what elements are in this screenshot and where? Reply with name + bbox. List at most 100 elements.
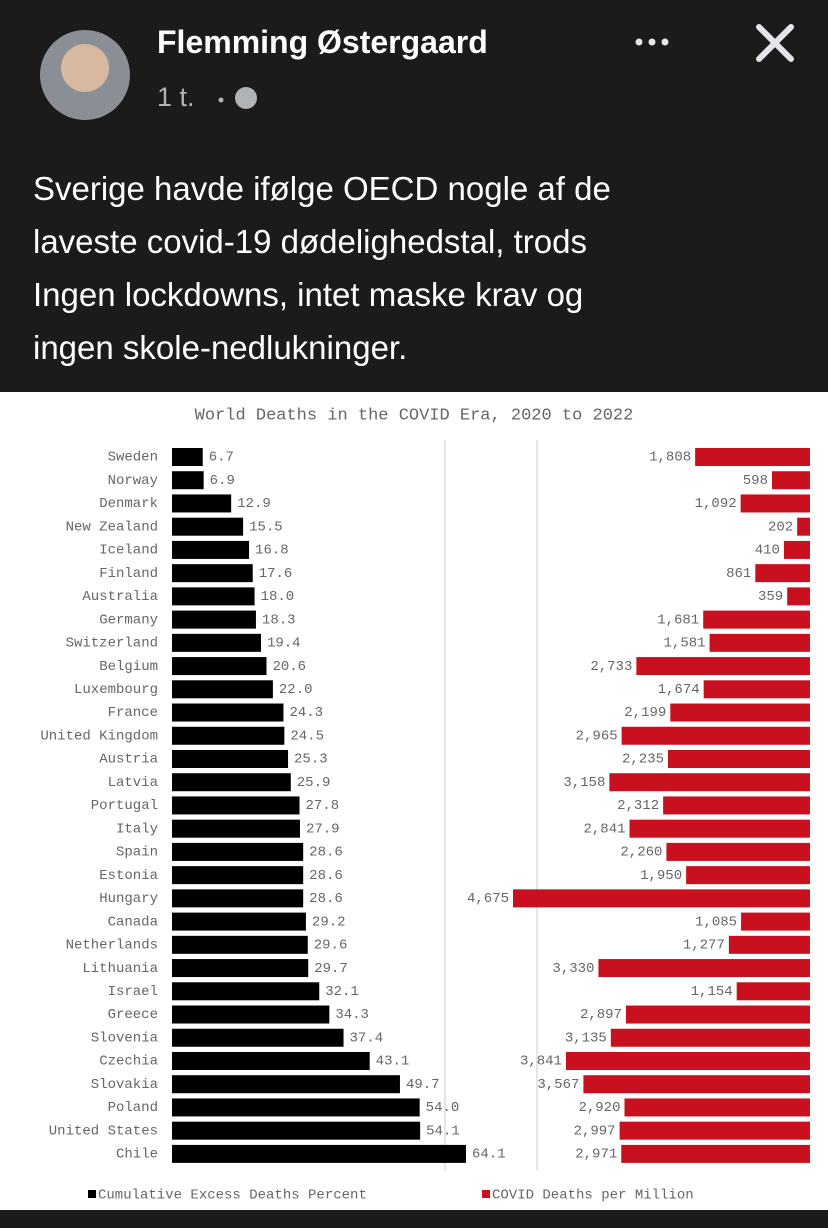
bar [565, 1051, 810, 1070]
value-label: 1,277 [683, 938, 725, 954]
bar [172, 1098, 420, 1117]
bar [783, 540, 810, 559]
value-label: 27.9 [306, 821, 340, 837]
value-label: 410 [755, 543, 780, 559]
value-label: 15.5 [249, 519, 283, 535]
value-label: 2,841 [583, 821, 625, 837]
value-label: 6.7 [209, 450, 234, 466]
bar [172, 587, 255, 606]
bar [172, 1075, 400, 1094]
category-label: Denmark [99, 496, 158, 512]
category-label: Czechia [99, 1054, 158, 1070]
bar [686, 866, 810, 885]
value-label: 2,965 [576, 728, 618, 744]
category-label: Sweden [108, 450, 158, 466]
value-label: 24.3 [289, 705, 323, 721]
globe-icon [235, 87, 257, 109]
bar [736, 982, 810, 1001]
bar [610, 1028, 810, 1047]
value-label: 1,681 [657, 612, 699, 628]
value-label: 32.1 [325, 984, 359, 1000]
legend-swatch [482, 1190, 490, 1198]
category-label: Chile [116, 1147, 158, 1163]
category-label: Finland [99, 566, 158, 582]
value-label: 18.3 [262, 612, 296, 628]
bar [172, 819, 300, 838]
avatar-face [61, 44, 109, 92]
close-button[interactable] [756, 24, 794, 62]
value-label: 2,733 [590, 659, 632, 675]
category-label: United Kingdom [40, 728, 158, 744]
category-label: Spain [116, 845, 158, 861]
category-label: Norway [108, 473, 158, 489]
bar [172, 448, 203, 466]
bar [755, 564, 810, 583]
bar [172, 540, 250, 559]
bar [172, 1051, 370, 1070]
bar [695, 448, 810, 466]
value-label: 2,235 [622, 752, 664, 768]
value-label: 29.7 [314, 961, 348, 977]
category-label: New Zealand [66, 519, 158, 535]
category-label: Slovakia [91, 1077, 158, 1093]
author-name[interactable]: Flemming Østergaard [157, 24, 488, 60]
post-time[interactable]: 1 t. [157, 82, 195, 112]
category-label: Latvia [108, 775, 158, 791]
value-label: 24.5 [290, 728, 324, 744]
bar [787, 587, 810, 606]
bar [172, 471, 204, 490]
value-label: 1,092 [695, 496, 737, 512]
bar [172, 1144, 466, 1163]
category-label: Netherlands [66, 938, 158, 954]
value-label: 1,674 [658, 682, 700, 698]
category-label: Estonia [99, 868, 158, 884]
bar [172, 633, 261, 652]
separator-dot [218, 97, 224, 103]
bar [172, 982, 320, 1001]
bar [172, 703, 284, 722]
value-label: 3,158 [563, 775, 605, 791]
value-label: 1,154 [691, 984, 733, 1000]
value-label: 54.1 [426, 1123, 460, 1139]
category-label: Poland [108, 1100, 158, 1116]
legend-label: Cumulative Excess Deaths Percent [98, 1188, 367, 1204]
bar [172, 889, 304, 908]
bar [709, 633, 810, 652]
category-label: Greece [108, 1007, 158, 1023]
legend-label: COVID Deaths per Million [492, 1188, 694, 1204]
bar [609, 773, 810, 792]
category-label: Iceland [99, 543, 158, 559]
value-label: 2,260 [620, 845, 662, 861]
value-label: 43.1 [376, 1054, 410, 1070]
value-label: 19.4 [267, 636, 301, 652]
bar [172, 1121, 421, 1140]
bar [666, 842, 810, 861]
bar [741, 912, 810, 931]
value-label: 861 [726, 566, 751, 582]
value-label: 1,950 [640, 868, 682, 884]
value-label: 18.0 [261, 589, 295, 605]
bar [172, 959, 309, 978]
category-label: France [108, 705, 158, 721]
value-label: 2,971 [575, 1147, 617, 1163]
value-label: 25.9 [297, 775, 331, 791]
more-button[interactable] [635, 38, 669, 46]
value-label: 1,581 [664, 636, 706, 652]
value-label: 3,841 [520, 1054, 562, 1070]
bar [636, 657, 810, 676]
category-label: Lithuania [82, 961, 158, 977]
bar [172, 726, 285, 745]
bar [728, 935, 810, 954]
category-label: Slovenia [91, 1030, 158, 1046]
value-label: 3,567 [537, 1077, 579, 1093]
value-label: 2,312 [617, 798, 659, 814]
value-label: 22.0 [279, 682, 313, 698]
bar [598, 959, 810, 978]
bar [172, 564, 253, 583]
value-label: 28.6 [309, 891, 343, 907]
bar [740, 494, 810, 513]
bar [172, 749, 289, 768]
bar [663, 796, 810, 815]
bar [172, 657, 267, 676]
